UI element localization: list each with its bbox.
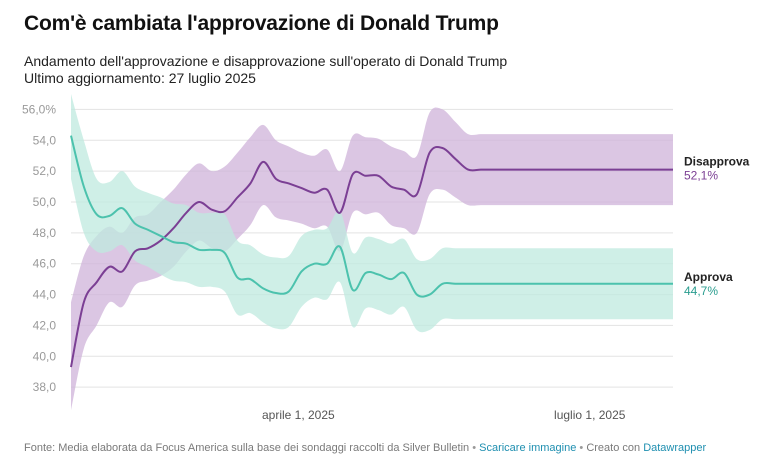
disapprove-label: Disapprova: [684, 155, 750, 169]
chart-title: Com'è cambiata l'approvazione di Donald …: [24, 12, 499, 35]
y-tick-label: 46,0: [33, 257, 57, 271]
last-updated: Ultimo aggiornamento: 27 luglio 2025: [24, 70, 256, 86]
y-tick-label: 38,0: [33, 380, 57, 394]
approve-label: Approva: [684, 270, 733, 284]
subtitle-description: Andamento dell'approvazione e disapprova…: [24, 53, 508, 69]
x-axis-labels: aprile 1, 2025 luglio 1, 2025: [262, 408, 626, 422]
disapprove-band: [71, 107, 673, 411]
approve-line: [70, 135, 673, 298]
disapprove-line: [70, 145, 673, 368]
footer-separator: •: [579, 442, 584, 454]
uncertainty-bands: [71, 94, 673, 411]
approve-value-label: 44,7%: [684, 284, 718, 298]
y-tick-label: 42,0: [33, 318, 57, 332]
datawrapper-link[interactable]: Datawrapper: [643, 442, 707, 454]
source-note: Fonte: Media elaborata da Focus America …: [24, 442, 470, 454]
y-tick-label: 52,0: [33, 164, 57, 178]
x-tick-label: aprile 1, 2025: [262, 408, 335, 422]
y-tick-label: 54,0: [33, 133, 57, 147]
x-tick-label: luglio 1, 2025: [554, 408, 626, 422]
series-lines: [70, 135, 673, 368]
disapprove-value-label: 52,1%: [684, 169, 718, 183]
y-tick-label: 44,0: [33, 288, 57, 302]
approve-band: [71, 94, 673, 333]
footer-separator: •: [472, 442, 477, 454]
download-image-link[interactable]: Scaricare immagine: [479, 442, 577, 454]
footer: Fonte: Media elaborata da Focus America …: [24, 442, 706, 454]
y-tick-label: 50,0: [33, 195, 57, 209]
created-with-text: Creato con: [586, 442, 641, 454]
y-tick-label: 48,0: [33, 226, 57, 240]
y-tick-label: 56,0%: [22, 102, 56, 116]
chart-subtitle: Andamento dell'approvazione e disapprova…: [24, 53, 507, 87]
y-tick-label: 40,0: [33, 349, 57, 363]
y-axis-labels: 38,0 40,0 42,0 44,0 46,0 48,0 50,0 52,0 54,0 56,0…: [22, 102, 56, 394]
